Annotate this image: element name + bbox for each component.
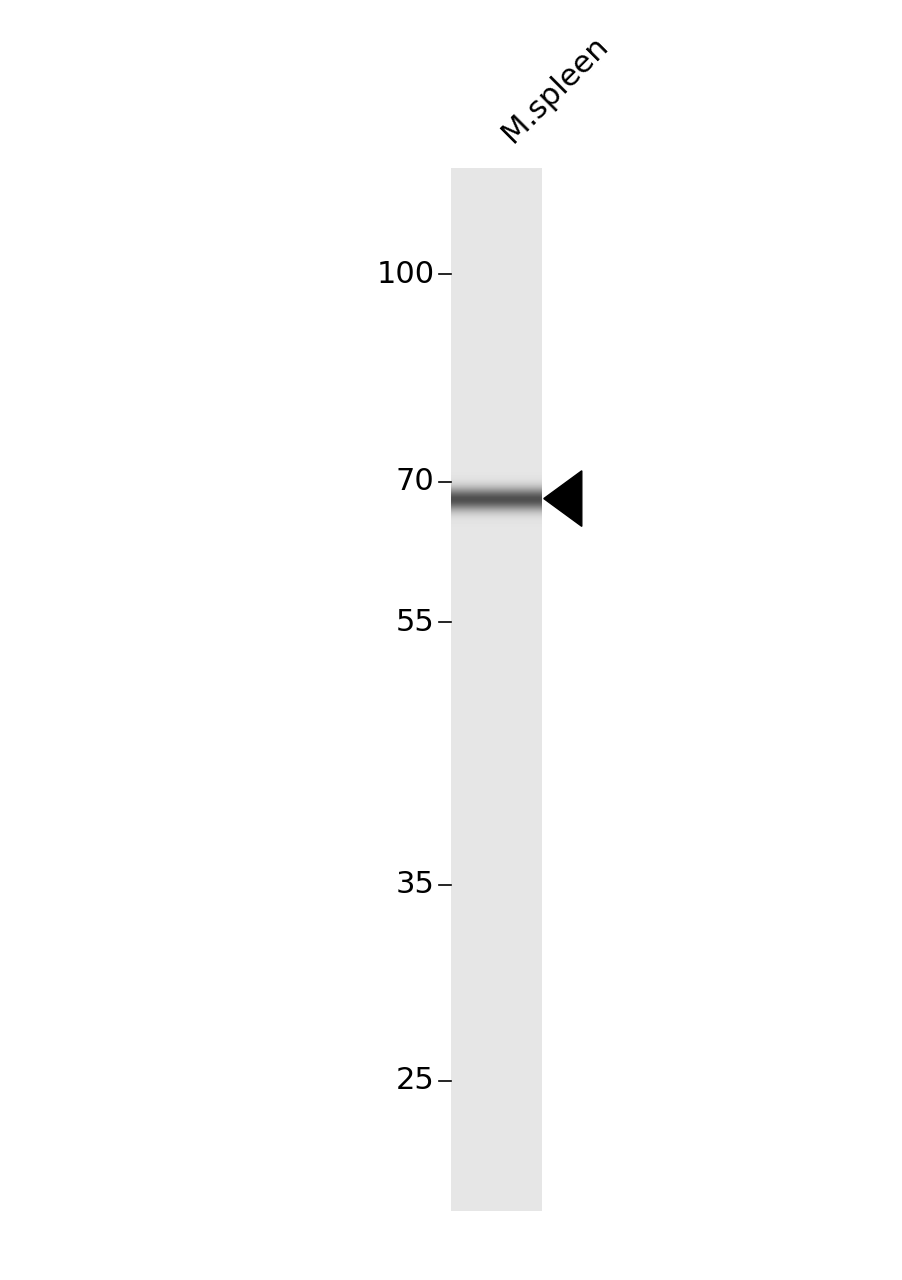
Text: 55: 55	[395, 608, 434, 636]
Text: 25: 25	[395, 1066, 434, 1096]
Text: 70: 70	[395, 467, 434, 497]
Text: 100: 100	[376, 260, 434, 289]
Polygon shape	[543, 471, 581, 526]
Text: 35: 35	[395, 870, 434, 900]
Text: M.spleen: M.spleen	[496, 31, 613, 148]
